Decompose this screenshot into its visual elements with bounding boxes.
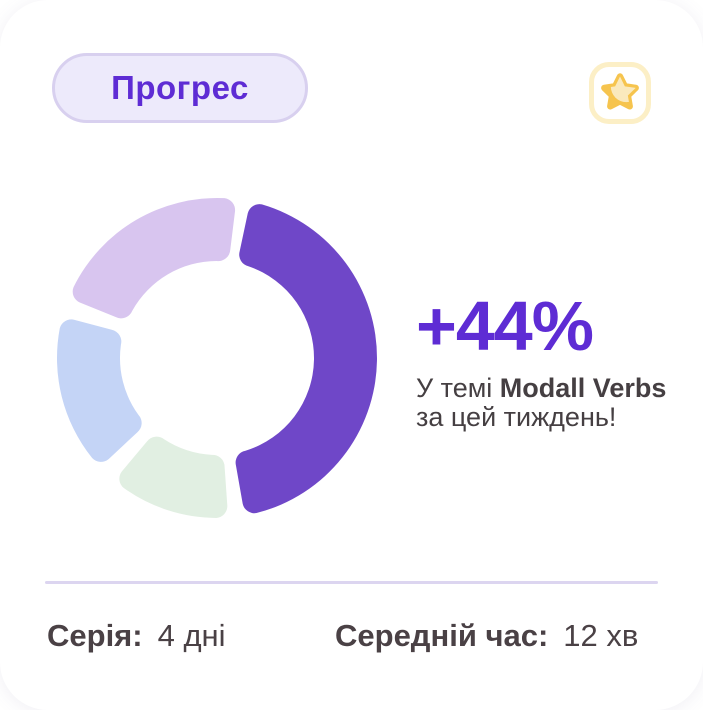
donut-segment-green [119, 436, 228, 518]
subtitle-prefix: У темі [416, 373, 500, 403]
highlight-block: +44% У темі Modall Verbs за цей тиждень! [416, 291, 676, 432]
avg-time-stat: Середній час: 12 хв [335, 618, 638, 654]
progress-badge: Прогрес [52, 53, 308, 123]
donut-segment-blue [56, 319, 142, 462]
avg-time-label: Середній час: [335, 618, 549, 653]
streak-stat: Серія: 4 дні [47, 618, 226, 654]
streak-value: 4 дні [157, 618, 226, 653]
avg-time-value: 12 хв [563, 618, 639, 653]
donut-segment-main-purple [235, 204, 377, 514]
progress-percent-value: +44% [416, 287, 594, 365]
star-icon [601, 73, 639, 110]
donut-chart [56, 198, 377, 518]
star-badge [589, 62, 651, 124]
progress-badge-label: Прогрес [111, 69, 249, 106]
stats-row: Серія: 4 дні Середній час: 12 хв [0, 618, 703, 658]
subtitle-topic-name: Modall Verbs [499, 373, 667, 403]
divider [45, 581, 658, 584]
streak-label: Серія: [47, 618, 143, 653]
subtitle-line2: за цей тиждень! [416, 402, 617, 432]
progress-subtitle: У темі Modall Verbs за цей тиждень! [416, 374, 676, 432]
donut-segment-lavender [72, 198, 236, 319]
